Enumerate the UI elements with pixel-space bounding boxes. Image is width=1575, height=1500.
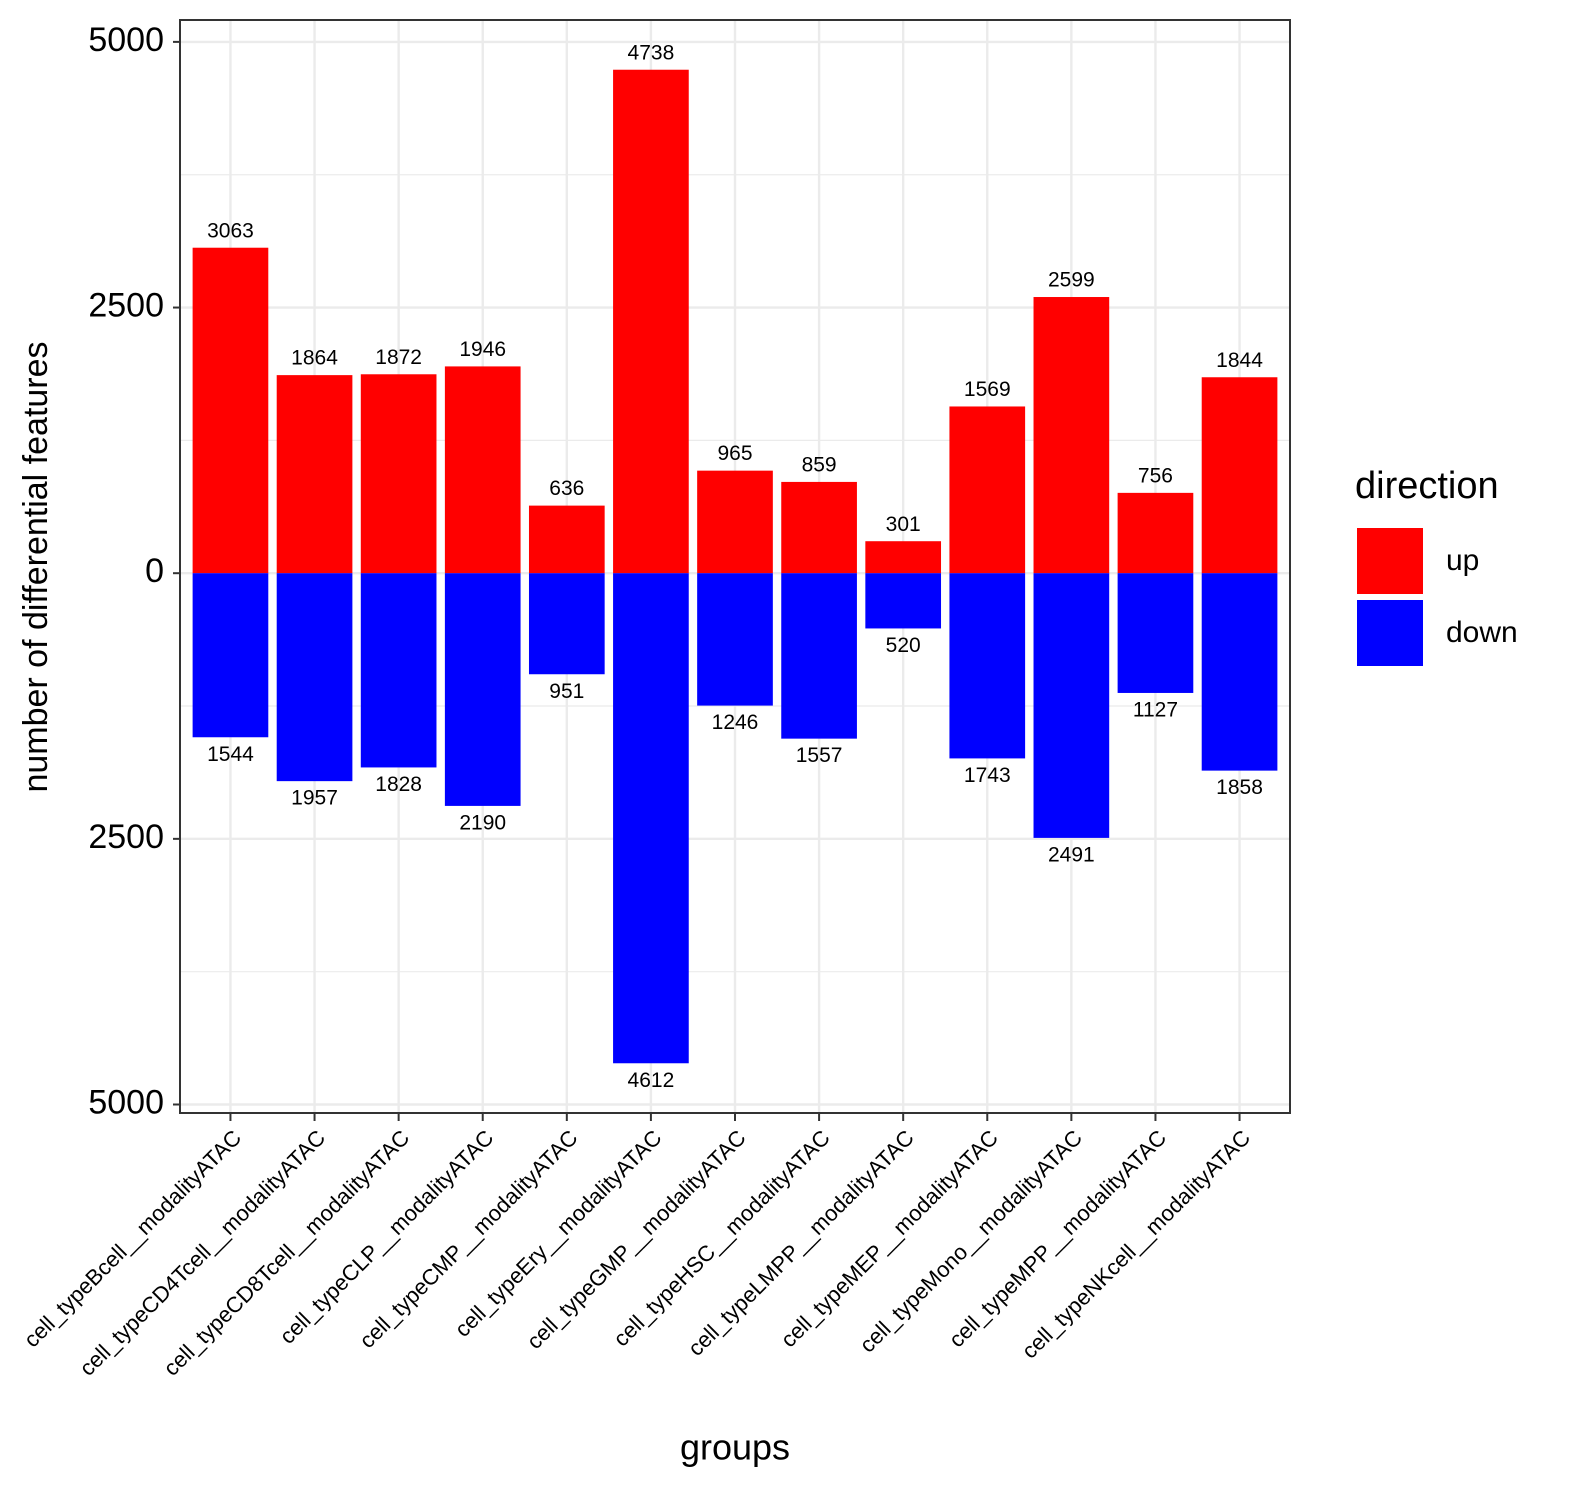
value-label: 1743: [964, 764, 1011, 787]
bar: [528, 573, 605, 675]
bar: [865, 573, 942, 629]
bar: [1117, 573, 1194, 693]
bar: [613, 573, 689, 1064]
value-label: 1544: [207, 743, 254, 766]
bar: [613, 69, 689, 574]
bar: [865, 541, 942, 574]
y-tick-label: 2500: [88, 287, 164, 325]
value-label: 951: [549, 680, 584, 703]
value-label: 1864: [291, 347, 338, 370]
bar: [444, 573, 521, 806]
value-label: 965: [717, 442, 752, 465]
bar: [1201, 377, 1278, 574]
value-label: 301: [886, 513, 921, 536]
value-label: 4612: [628, 1069, 675, 1092]
y-tick-label: 2500: [88, 818, 164, 856]
value-label: 1569: [964, 378, 1011, 401]
value-label: 2190: [459, 811, 506, 834]
legend-swatch: [1357, 600, 1423, 666]
value-label: 1872: [375, 346, 422, 369]
bar: [781, 573, 857, 739]
bar: [697, 573, 773, 706]
y-axis-title: number of differential features: [17, 341, 55, 792]
value-label: 1246: [712, 711, 759, 734]
value-label: 1844: [1216, 349, 1263, 372]
bar: [781, 481, 857, 574]
value-label: 1858: [1216, 776, 1263, 799]
x-axis-title: groups: [680, 1427, 790, 1468]
value-label: 1557: [796, 744, 843, 767]
value-label: 520: [886, 634, 921, 657]
value-label: 1946: [459, 338, 506, 361]
bar: [444, 366, 521, 574]
legend-label: up: [1446, 544, 1479, 577]
bar: [1117, 492, 1194, 574]
legend-label: down: [1446, 616, 1518, 649]
value-label: 1828: [375, 773, 422, 796]
y-tick-label: 5000: [88, 21, 164, 59]
value-label: 4738: [628, 41, 675, 64]
legend-title: direction: [1355, 465, 1499, 507]
bar: [276, 573, 353, 782]
value-label: 1957: [291, 787, 338, 810]
bar: [697, 470, 773, 574]
value-label: 636: [549, 477, 584, 500]
bar: [1033, 573, 1110, 838]
y-tick-label: 5000: [88, 1083, 164, 1121]
value-label: 2599: [1048, 269, 1095, 292]
y-tick-label: 0: [145, 552, 164, 590]
bar: [949, 406, 1026, 574]
value-label: 756: [1138, 464, 1173, 487]
bar: [1201, 573, 1278, 771]
bar: [192, 573, 269, 738]
bar: [276, 375, 353, 574]
value-label: 1127: [1133, 698, 1178, 721]
bar: [360, 573, 437, 768]
value-label: 859: [802, 453, 837, 476]
bar: [360, 374, 437, 574]
value-label: 2491: [1048, 843, 1095, 866]
bar: [192, 247, 269, 574]
bar: [1033, 297, 1110, 574]
bar: [528, 505, 605, 574]
bar: [949, 573, 1026, 759]
value-label: 3063: [207, 219, 254, 242]
legend-swatch: [1357, 528, 1423, 594]
